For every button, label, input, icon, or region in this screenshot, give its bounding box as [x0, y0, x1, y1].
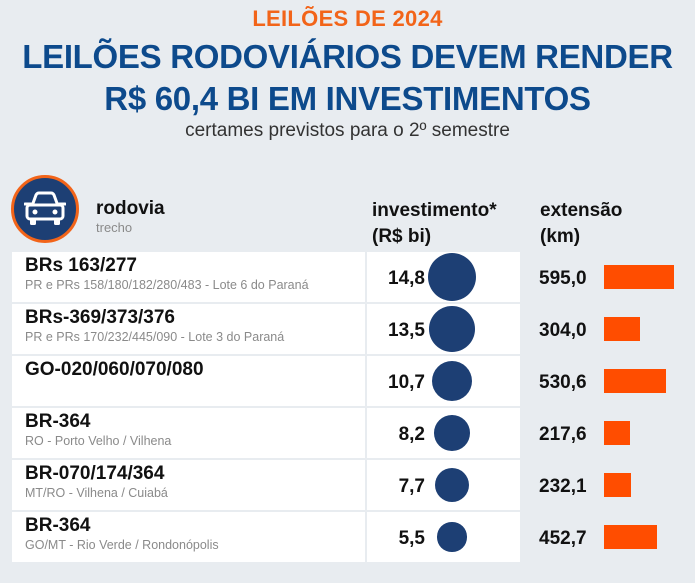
- road-name: BR-070/174/364: [25, 463, 165, 484]
- car-icon: [24, 191, 66, 225]
- column-header-investimento: investimento* (R$ bi): [372, 198, 497, 250]
- extension-value: 452,7: [539, 528, 587, 549]
- investment-value: 13,5: [388, 320, 425, 341]
- road-cell: BRs-369/373/376 PR e PRs 170/232/445/090 …: [12, 304, 365, 354]
- investment-value: 10,7: [388, 372, 425, 393]
- investment-bubble: [431, 360, 473, 402]
- road-cell: BR-364 RO - Porto Velho / Vilhena: [12, 408, 365, 458]
- investment-cell: 14,8: [367, 252, 520, 302]
- road-segment: PR e PRs 170/232/445/090 - Lote 3 do Par…: [25, 330, 285, 344]
- column-header-investimento-line2: (R$ bi): [372, 226, 432, 247]
- investment-value: 14,8: [388, 268, 425, 289]
- investment-bubble: [437, 522, 467, 552]
- road-name: BR-364: [25, 515, 91, 536]
- table-row: BRs 163/277 PR e PRs 158/180/182/280/483 …: [12, 252, 694, 302]
- investment-bubble: [428, 253, 476, 301]
- road-cell: BR-364 GO/MT - Rio Verde / Rondonópolis: [12, 512, 365, 562]
- column-header-rodovia: rodovia: [96, 198, 165, 219]
- column-header-trecho: trecho: [96, 220, 133, 235]
- extension-value: 595,0: [539, 268, 587, 289]
- car-badge: [11, 175, 79, 243]
- extension-value: 232,1: [539, 476, 587, 497]
- table-row: BRs-369/373/376 PR e PRs 170/232/445/090 …: [12, 304, 694, 354]
- table-row: GO-020/060/070/080 10,7 530,6: [12, 356, 694, 406]
- kicker: LEILÕES DE 2024: [252, 6, 443, 31]
- title-line-1: LEILÕES RODOVIÁRIOS DEVEM RENDER: [22, 38, 673, 75]
- page-title: LEILÕES RODOVIÁRIOS DEVEM RENDER R$ 60,4…: [0, 36, 695, 120]
- column-header-extensao-line1: extensão: [540, 200, 623, 221]
- subtitle: certames previstos para o 2º semestre: [185, 120, 510, 141]
- table-row: BR-070/174/364 MT/RO - Vilhena / Cuiabá 7,…: [12, 460, 694, 510]
- extension-value: 304,0: [539, 320, 587, 341]
- column-header-investimento-line1: investimento*: [372, 200, 497, 221]
- extension-bar: [604, 525, 658, 549]
- extension-value: 530,6: [539, 372, 587, 393]
- road-name: BRs 163/277: [25, 255, 137, 276]
- investment-cell: 13,5: [367, 304, 520, 354]
- extension-bar: [604, 317, 640, 341]
- investment-bubble: [434, 467, 470, 503]
- investment-cell: 5,5: [367, 512, 520, 562]
- road-cell: BRs 163/277 PR e PRs 158/180/182/280/483 …: [12, 252, 365, 302]
- investment-value: 7,7: [398, 476, 425, 497]
- table-row: BR-364 GO/MT - Rio Verde / Rondonópolis 5,…: [12, 512, 694, 562]
- road-name: BR-364: [25, 411, 91, 432]
- road-segment: GO/MT - Rio Verde / Rondonópolis: [25, 538, 219, 552]
- column-header-extensao-line2: (km): [540, 226, 581, 247]
- road-segment: MT/RO - Vilhena / Cuiabá: [25, 486, 168, 500]
- road-name: BRs-369/373/376: [25, 307, 175, 328]
- title-line-2: R$ 60,4 BI EM INVESTIMENTOS: [104, 80, 591, 117]
- investment-bubble: [434, 415, 470, 451]
- road-segment: RO - Porto Velho / Vilhena: [25, 434, 172, 448]
- investment-cell: 10,7: [367, 356, 520, 406]
- column-header-extensao: extensão (km): [540, 198, 622, 250]
- extension-bar: [604, 421, 630, 445]
- investment-cell: 8,2: [367, 408, 520, 458]
- extension-bar: [604, 473, 632, 497]
- investment-value: 8,2: [398, 424, 425, 445]
- road-cell: BR-070/174/364 MT/RO - Vilhena / Cuiabá: [12, 460, 365, 510]
- extension-value: 217,6: [539, 424, 587, 445]
- investment-bubble: [429, 306, 475, 352]
- extension-bar: [604, 369, 667, 393]
- road-cell: GO-020/060/070/080: [12, 356, 365, 406]
- investment-cell: 7,7: [367, 460, 520, 510]
- extension-bar: [604, 265, 674, 289]
- investment-value: 5,5: [398, 528, 425, 549]
- table-row: BR-364 RO - Porto Velho / Vilhena 8,2 217,6: [12, 408, 694, 458]
- road-segment: PR e PRs 158/180/182/280/483 - Lote 6 do…: [25, 278, 309, 292]
- road-name: GO-020/060/070/080: [25, 359, 204, 380]
